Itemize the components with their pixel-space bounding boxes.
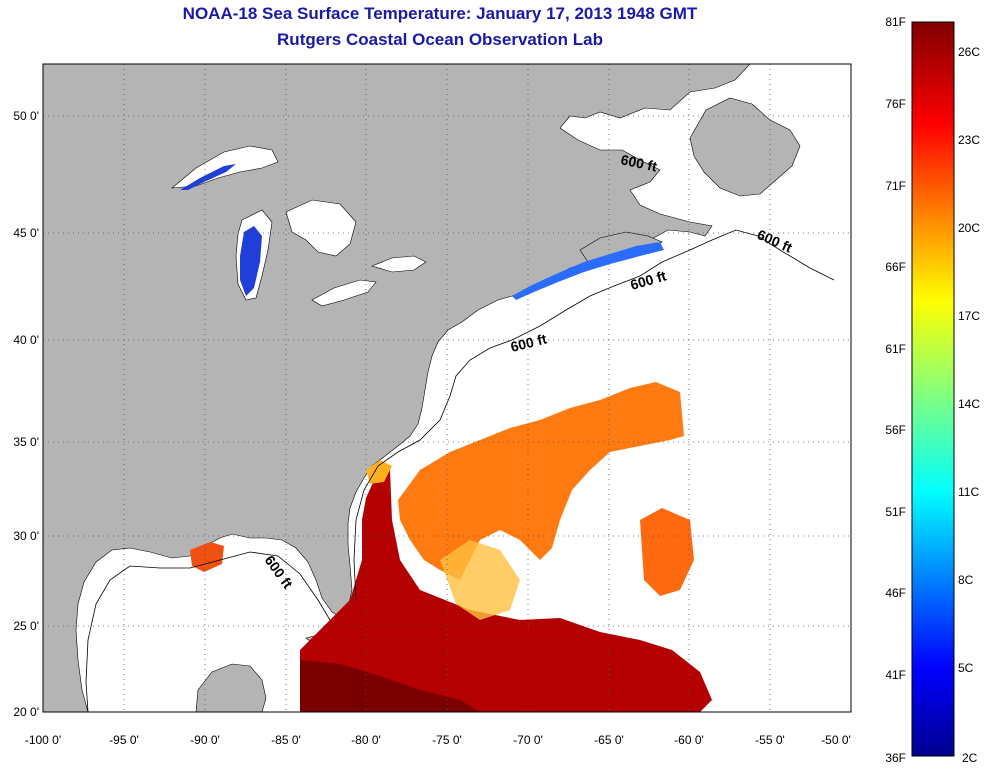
colorbar bbox=[911, 21, 955, 757]
sst-carolina-coast bbox=[366, 460, 392, 484]
lat-tick-30: 30 0' bbox=[13, 529, 39, 543]
lat-tick-50: 50 0' bbox=[13, 109, 39, 123]
lake-erie bbox=[311, 279, 377, 307]
map-frame bbox=[42, 63, 852, 713]
lon-tick-85: -85 0' bbox=[271, 733, 301, 747]
sst-gulfstream bbox=[398, 382, 684, 580]
colorbar-f-61: 61F bbox=[885, 342, 906, 356]
lat-tick-35: 35 0' bbox=[13, 435, 39, 449]
lake-huron bbox=[285, 199, 357, 257]
colorbar-c-14: 14C bbox=[958, 397, 980, 411]
lon-tick-55: -55 0' bbox=[755, 733, 785, 747]
isobath-600ft bbox=[85, 229, 835, 712]
colorbar-c-17: 17C bbox=[958, 309, 980, 323]
colorbar-f-81: 81F bbox=[885, 15, 906, 29]
lon-tick-50: -50 0' bbox=[821, 733, 851, 747]
sst-warm-south bbox=[300, 470, 712, 712]
land-newfoundland bbox=[689, 97, 801, 197]
graticule bbox=[43, 64, 851, 712]
colorbar-c-8: 8C bbox=[958, 573, 974, 587]
sst-east-patch bbox=[640, 508, 694, 596]
colorbar-c-20: 20C bbox=[958, 221, 980, 235]
colorbar-f-51: 51F bbox=[885, 505, 906, 519]
lon-tick-90: -90 0' bbox=[190, 733, 220, 747]
gulf-maine-sst bbox=[512, 242, 664, 300]
colorbar-f-36: 36F bbox=[885, 751, 906, 765]
sst-mixed-core bbox=[440, 540, 520, 620]
lake-michigan-sst bbox=[240, 226, 262, 296]
land-yucatan bbox=[195, 663, 267, 712]
lat-tick-25: 25 0' bbox=[13, 619, 39, 633]
lat-tick-45: 45 0' bbox=[13, 226, 39, 240]
contour-label-1: 600 ft bbox=[619, 151, 658, 174]
colorbar-c-11: 11C bbox=[958, 485, 979, 499]
lat-tick-20: 20 0' bbox=[13, 705, 39, 719]
lon-tick-75: -75 0' bbox=[432, 733, 462, 747]
sst-gulf-of-mexico bbox=[190, 542, 224, 572]
lon-tick-95: -95 0' bbox=[109, 733, 139, 747]
lat-tick-40: 40 0' bbox=[13, 333, 39, 347]
colorbar-f-46: 46F bbox=[885, 586, 906, 600]
colorbar-f-41: 41F bbox=[885, 668, 906, 682]
colorbar-c-23: 23C bbox=[958, 133, 980, 147]
colorbar-f-71: 71F bbox=[885, 179, 906, 193]
colorbar-f-56: 56F bbox=[885, 423, 906, 437]
colorbar-c-26: 26C bbox=[958, 45, 980, 59]
lon-tick-100: -100 0' bbox=[25, 733, 61, 747]
lon-tick-80: -80 0' bbox=[351, 733, 381, 747]
map-subtitle: Rutgers Coastal Ocean Observation Lab bbox=[277, 30, 603, 49]
map-title: NOAA-18 Sea Surface Temperature: January… bbox=[182, 4, 698, 23]
lake-ontario bbox=[371, 255, 427, 273]
lon-tick-65: -65 0' bbox=[594, 733, 624, 747]
lon-tick-60: -60 0' bbox=[674, 733, 704, 747]
lon-tick-70: -70 0' bbox=[513, 733, 543, 747]
colorbar-c-5: 5C bbox=[958, 661, 974, 675]
colorbar-f-66: 66F bbox=[885, 260, 906, 274]
lake-superior-sst bbox=[180, 164, 236, 190]
sst-warm-caribbean bbox=[300, 660, 480, 712]
colorbar-f-76: 76F bbox=[885, 97, 906, 111]
colorbar-c-2: 2C bbox=[962, 751, 978, 765]
